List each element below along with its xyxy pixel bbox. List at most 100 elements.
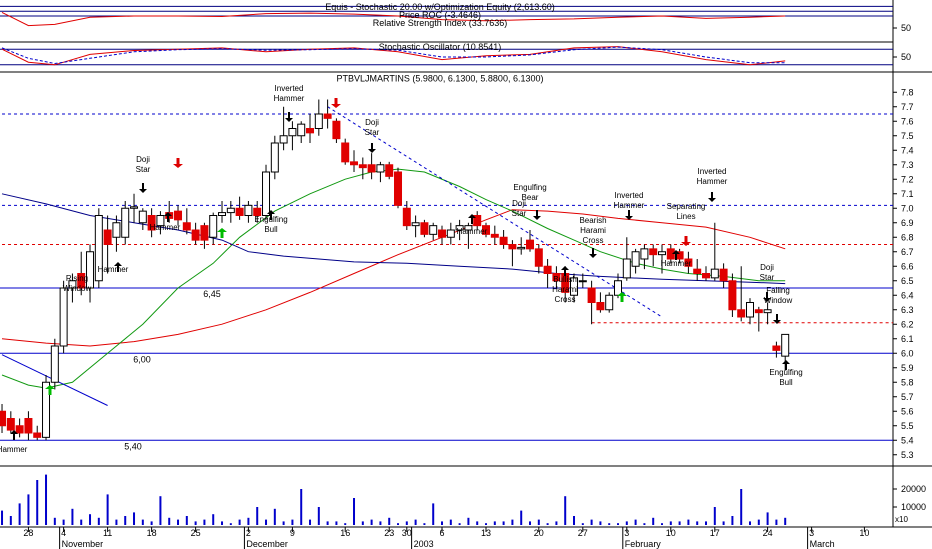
y-tick-label: 7.4: [901, 145, 914, 155]
volume-bar: [177, 519, 180, 525]
y-tick-label: 5.9: [901, 363, 914, 373]
candle-body: [719, 268, 728, 282]
pattern-label: Hammer: [697, 177, 728, 186]
volume-bar: [194, 521, 197, 525]
x-tick-label: 9: [290, 528, 295, 538]
candle-body: [68, 280, 77, 289]
volume-bar: [617, 523, 620, 525]
signal-arrow: [164, 212, 172, 222]
volume-bar: [766, 512, 769, 525]
x-tick-label: 23: [384, 528, 394, 538]
indicator-line: [1, 46, 786, 65]
indicator-label: Equis - Stochastic 20.00 w/Optimization …: [325, 2, 555, 12]
y-tick-label: 6.7: [901, 247, 914, 257]
x-tick-label: 3: [809, 528, 814, 538]
candle-body: [306, 128, 315, 134]
candle-body: [464, 225, 473, 231]
y-tick-label: 6.0: [901, 348, 914, 358]
volume-bar: [749, 521, 752, 525]
y-tick-label: 7.0: [901, 203, 914, 213]
y-tick-label: 6.5: [901, 276, 914, 286]
x-tick-label: 25: [191, 528, 201, 538]
pattern-label: Harami: [580, 226, 606, 235]
volume-bar: [405, 521, 408, 525]
y-tick-label: 5.4: [901, 435, 914, 445]
x-tick-label: 30: [402, 528, 412, 538]
candle-body: [112, 222, 121, 238]
volume-bar: [159, 496, 162, 525]
signal-arrow: [139, 183, 147, 193]
x-tick-label: 6: [440, 528, 445, 538]
candle-body: [0, 410, 7, 427]
volume-bar: [291, 519, 294, 525]
pattern-label: Doji: [760, 263, 774, 272]
candle-body: [6, 418, 15, 431]
pattern-label: Inverted: [615, 191, 644, 200]
volume-bar: [423, 523, 426, 525]
volume-bar: [221, 521, 224, 525]
candle-body: [94, 215, 103, 282]
candle-body: [737, 309, 746, 318]
month-label: December: [246, 539, 288, 549]
candle-body: [288, 128, 297, 137]
volume-bar: [564, 496, 567, 525]
y-tick-label: 5.3: [901, 450, 914, 460]
candle-body: [314, 113, 323, 129]
signal-arrow: [533, 210, 541, 220]
candle-body: [693, 268, 702, 274]
volume-bar: [124, 516, 127, 525]
candle-body: [754, 309, 763, 314]
volume-bar: [247, 517, 250, 525]
signal-arrow: [708, 192, 716, 202]
support-label: 5,40: [124, 441, 142, 451]
pattern-label: Star: [136, 165, 151, 174]
candle-body: [578, 280, 587, 283]
signal-arrow: [368, 143, 376, 153]
candle-body: [218, 212, 227, 217]
candle-body: [297, 123, 306, 137]
candle-body: [596, 302, 605, 311]
candle-body: [270, 142, 279, 173]
y-tick-label: 5.7: [901, 392, 914, 402]
volume-bar: [467, 517, 470, 525]
signal-arrow: [217, 228, 227, 238]
volume-bar: [740, 489, 743, 525]
volume-bar: [678, 521, 681, 525]
y-tick-label: 7.1: [901, 189, 914, 199]
volume-bar: [414, 519, 417, 525]
volume-bar: [141, 519, 144, 525]
volume-bar: [784, 517, 787, 525]
candle-body: [341, 142, 350, 163]
volume-bar: [27, 494, 30, 525]
y-tick-label: 6.2: [901, 319, 914, 329]
volume-bar: [520, 510, 523, 525]
volume-bar: [53, 517, 56, 525]
candle-body: [746, 302, 755, 318]
candle-body: [42, 381, 51, 438]
candle-body: [411, 222, 420, 227]
signal-arrow: [589, 248, 597, 258]
pattern-label: Falling: [766, 286, 790, 295]
pattern-label: Bearish: [579, 216, 606, 225]
volume-bar: [133, 512, 136, 525]
volume-bar: [185, 516, 188, 525]
candle-body: [438, 229, 447, 238]
candle-body: [482, 225, 491, 235]
candle-body: [587, 287, 596, 303]
indicator-line: [1, 11, 786, 27]
candle-body: [385, 164, 394, 177]
candle-body: [191, 229, 200, 241]
x-tick-label: 2: [246, 528, 251, 538]
volume-bar: [80, 519, 83, 525]
candle-body: [121, 207, 130, 238]
candle-body: [244, 204, 253, 217]
pattern-label: Bullish: [553, 275, 577, 284]
candle-body: [402, 207, 411, 227]
candle-body: [517, 246, 526, 250]
pattern-label: Engulfing: [769, 368, 802, 377]
candle-body: [640, 248, 649, 260]
pattern-label: Engulfing: [513, 183, 546, 192]
candle-body: [200, 225, 209, 241]
volume-bar: [89, 514, 92, 525]
pattern-label: Hammer: [98, 265, 129, 274]
